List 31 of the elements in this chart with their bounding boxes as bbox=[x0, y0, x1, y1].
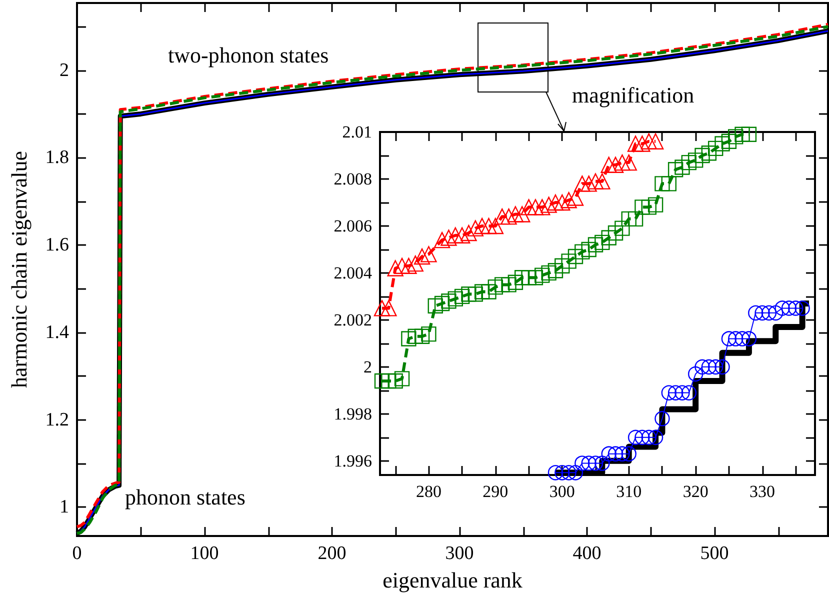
x-axis-title: eigenvalue rank bbox=[382, 568, 522, 592]
x-tick-label: 200 bbox=[318, 543, 346, 564]
x-tick-label: 300 bbox=[445, 543, 474, 564]
x-tick-label: 290 bbox=[482, 482, 508, 501]
y-tick-label: 2.006 bbox=[334, 216, 372, 236]
y-tick-label: 2 bbox=[364, 357, 372, 376]
y-tick-label: 2.01 bbox=[342, 122, 372, 142]
y-tick-label: 1.2 bbox=[45, 409, 69, 430]
y-tick-label: 2.002 bbox=[334, 310, 372, 330]
annotation: two-phonon states bbox=[168, 42, 329, 68]
x-tick-label: 0 bbox=[72, 543, 82, 564]
x-tick-label: 300 bbox=[549, 482, 575, 501]
x-tick-label: 330 bbox=[750, 482, 776, 501]
x-tick-label: 400 bbox=[572, 543, 602, 564]
y-tick-label: 1.6 bbox=[45, 234, 69, 256]
x-tick-label: 500 bbox=[700, 543, 729, 564]
x-tick-label: 100 bbox=[190, 543, 219, 564]
y-tick-label: 1 bbox=[60, 496, 69, 518]
y-tick-label: 1.996 bbox=[334, 451, 372, 470]
annotation: magnification bbox=[572, 82, 694, 108]
y-tick-label: 1.8 bbox=[45, 147, 69, 168]
y-tick-label: 2.008 bbox=[334, 169, 372, 188]
x-tick-label: 310 bbox=[616, 482, 642, 501]
x-tick-label: 320 bbox=[682, 482, 708, 501]
y-tick-label: 1.998 bbox=[334, 404, 372, 424]
y-tick-label: 1.4 bbox=[45, 322, 70, 343]
x-tick-label: 280 bbox=[416, 482, 442, 501]
y-tick-label: 2.004 bbox=[334, 263, 372, 282]
annotation: phonon states bbox=[125, 484, 246, 510]
y-axis-title: harmonic chain eigenvalue bbox=[6, 150, 32, 388]
y-tick-label: 2 bbox=[60, 60, 69, 81]
